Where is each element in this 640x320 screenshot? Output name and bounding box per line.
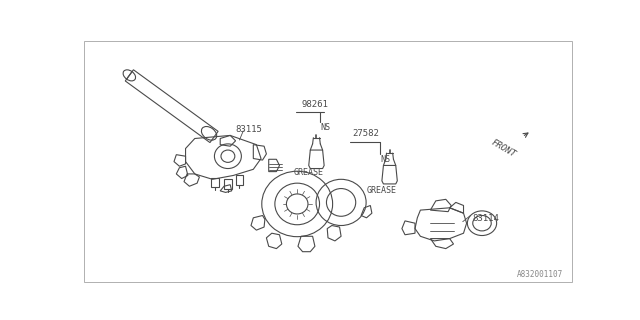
Text: GREASE: GREASE	[367, 186, 397, 195]
Text: NS: NS	[380, 156, 390, 164]
Text: 98261: 98261	[301, 100, 328, 109]
Text: 83115: 83115	[236, 125, 262, 134]
Text: A832001107: A832001107	[516, 270, 563, 279]
Text: NS: NS	[320, 123, 330, 132]
Text: GREASE: GREASE	[294, 168, 324, 177]
Text: 83114: 83114	[473, 214, 500, 223]
Text: 27582: 27582	[353, 129, 380, 138]
Text: FRONT: FRONT	[490, 138, 518, 159]
